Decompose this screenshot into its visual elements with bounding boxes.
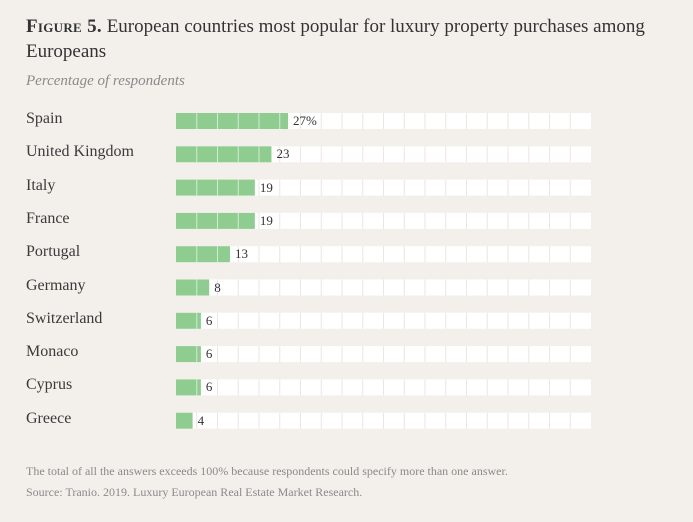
value-label: 6	[205, 346, 213, 362]
value-label: 19	[259, 179, 273, 195]
bar-united-kingdom	[176, 146, 272, 163]
value-label: 4	[197, 412, 205, 428]
bar-germany	[176, 279, 210, 296]
bar-greece	[176, 412, 193, 429]
value-label: 13	[234, 246, 248, 262]
footnote-source: Source: Tranio. 2019. Luxury European Re…	[26, 485, 363, 499]
bar-switzerland	[176, 312, 201, 329]
bar-cyprus	[176, 379, 201, 396]
category-label: United Kingdom	[26, 143, 134, 161]
category-label: Portugal	[26, 243, 81, 261]
value-label: 23	[276, 146, 290, 162]
category-label: France	[26, 209, 70, 227]
bar-france	[176, 212, 255, 229]
bar-monaco	[176, 346, 201, 363]
figure-number: Figure 5.	[26, 16, 102, 37]
category-label: Spain	[26, 110, 63, 127]
category-label: Cyprus	[26, 376, 73, 394]
chart-title-text: European countries most popular for luxu…	[26, 16, 645, 62]
category-label: Italy	[26, 176, 56, 194]
value-label: 19	[259, 212, 273, 228]
bar-spain	[176, 113, 289, 129]
value-label: 27%	[293, 113, 317, 128]
bar-portugal	[176, 246, 230, 263]
footnote: The total of all the answers exceeds 100…	[26, 461, 666, 503]
value-label: 6	[205, 379, 213, 395]
category-label: Switzerland	[26, 309, 103, 327]
value-label: 6	[205, 312, 213, 328]
category-label: Germany	[26, 276, 86, 294]
category-label: Greece	[26, 409, 72, 427]
footnote-note: The total of all the answers exceeds 100…	[26, 464, 508, 478]
category-label: Monaco	[26, 343, 79, 361]
chart-subtitle: Percentage of respondents	[26, 73, 185, 89]
bar-italy	[176, 179, 255, 196]
value-label: 8	[214, 279, 221, 295]
chart-title: Figure 5. European countries most popula…	[26, 14, 666, 64]
